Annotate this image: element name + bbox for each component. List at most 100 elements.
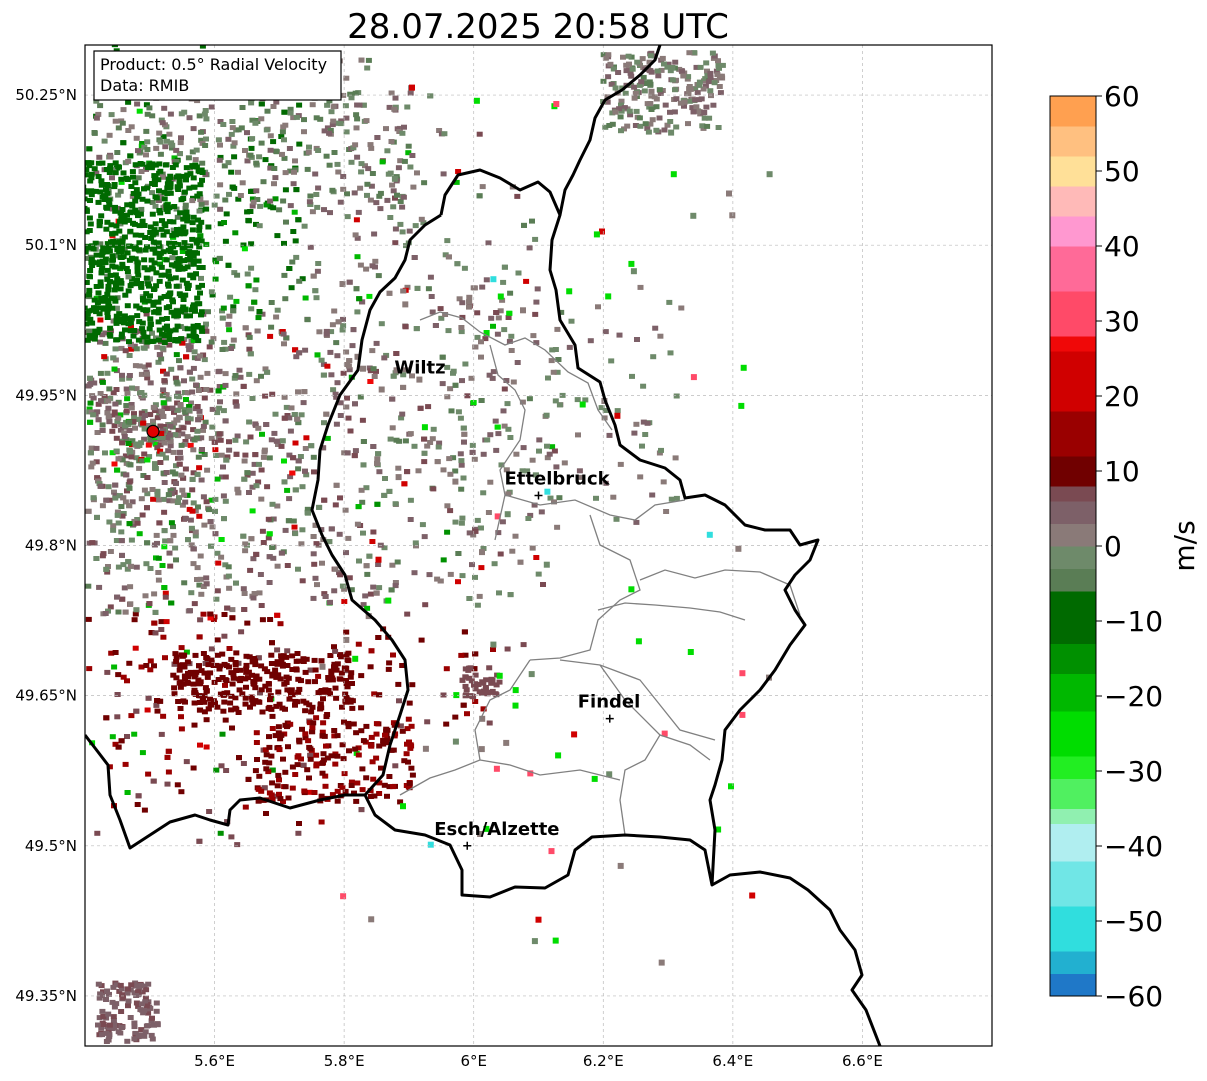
echo-cell [222, 238, 229, 244]
colorbar-band [1050, 186, 1096, 217]
echo-cell [353, 730, 360, 736]
echo-cell [85, 207, 90, 213]
echo-cell [131, 415, 138, 421]
echo-cell [631, 84, 638, 90]
echo-cell [283, 404, 290, 410]
echo-cell [85, 315, 89, 321]
echo-cell [232, 437, 239, 443]
echo-cell [118, 504, 125, 509]
echo-cell [368, 145, 375, 151]
echo-cell [267, 204, 274, 210]
echo-cell [130, 419, 137, 425]
echo-cell [368, 743, 375, 749]
echo-cell [277, 736, 284, 742]
echo-cell [249, 196, 256, 202]
echo-cell [183, 313, 190, 319]
echo-cell [692, 97, 699, 103]
echo-cell [450, 368, 457, 374]
echo-cell [315, 261, 322, 266]
echo-cell [144, 707, 151, 713]
echo-cell [212, 531, 219, 537]
echo-cell [179, 502, 186, 508]
echo-cell [130, 16, 136, 21]
echo-cell [109, 428, 116, 434]
echo-cell [157, 423, 164, 429]
echo-cell [205, 706, 212, 712]
echo-cell [434, 459, 441, 465]
echo-cell [554, 326, 561, 332]
echo-cell [397, 221, 404, 227]
echo-cell [234, 433, 241, 439]
echo-cell [512, 533, 519, 539]
echo-cell [144, 371, 150, 377]
echo-cell [343, 695, 350, 700]
border-germany-north [558, 45, 662, 216]
echo-cell [289, 259, 296, 265]
echo-cell [642, 432, 649, 437]
echo-cell [376, 585, 383, 591]
echo-cell [172, 651, 179, 657]
echo-cell [352, 448, 359, 454]
echo-cell [339, 784, 346, 790]
echo-cell [299, 276, 306, 282]
echo-cell [141, 223, 148, 228]
echo-cell [343, 636, 350, 643]
echo-cell [344, 450, 351, 456]
echo-cell [204, 674, 211, 680]
echo-cell [307, 752, 314, 758]
echo-cell [269, 640, 275, 646]
echo-cell [99, 265, 106, 271]
echo-cell [177, 324, 184, 330]
echo-cell [276, 701, 283, 707]
echo-cell [122, 292, 129, 298]
echo-cell [591, 775, 598, 782]
echo-cell [174, 400, 181, 406]
echo-cell [168, 600, 175, 606]
echo-cell [212, 508, 218, 514]
echo-cell [334, 798, 341, 804]
echo-cell [391, 733, 398, 739]
echo-cell [633, 108, 640, 114]
echo-cell [160, 713, 167, 719]
echo-cell [707, 70, 714, 76]
echo-cell [359, 299, 366, 305]
echo-cell [186, 608, 193, 614]
echo-cell [574, 397, 581, 403]
echo-cell [153, 145, 160, 151]
echo-cell [190, 329, 197, 334]
echo-cell [132, 256, 139, 262]
echo-cell [144, 147, 151, 152]
echo-cell [112, 280, 119, 286]
echo-cell [127, 601, 134, 607]
echo-cell [89, 263, 96, 268]
echo-cell [282, 122, 289, 128]
echo-cell [138, 206, 145, 212]
echo-cell [198, 668, 205, 674]
y-axis-ticks: 49.35°N 49.5°N 49.65°N 49.8°N 49.95°N 50… [15, 86, 77, 1005]
echo-cell [187, 171, 194, 177]
echo-cell [142, 247, 149, 253]
echo-cell [168, 520, 175, 526]
colorbar-unit-label: m/s [1168, 520, 1201, 571]
echo-cell [184, 218, 191, 224]
echo-cell [367, 664, 374, 670]
echo-cell [193, 382, 200, 388]
echo-cell [644, 125, 651, 131]
echo-cell [102, 450, 108, 456]
echo-cell [350, 145, 357, 151]
echo-cell [104, 410, 111, 416]
echo-cell [482, 336, 489, 342]
echo-cell [276, 207, 283, 213]
echo-cell [97, 241, 104, 247]
echo-cell [163, 619, 170, 625]
echo-cell [673, 124, 680, 130]
echo-cell [358, 57, 365, 63]
echo-cell [544, 443, 550, 449]
echo-cell [469, 449, 476, 455]
echo-cell [709, 50, 716, 56]
echo-cell [115, 609, 122, 615]
echo-cell [165, 247, 172, 253]
echo-cell [266, 455, 273, 461]
echo-cell [381, 782, 388, 788]
echo-cell [318, 819, 325, 825]
